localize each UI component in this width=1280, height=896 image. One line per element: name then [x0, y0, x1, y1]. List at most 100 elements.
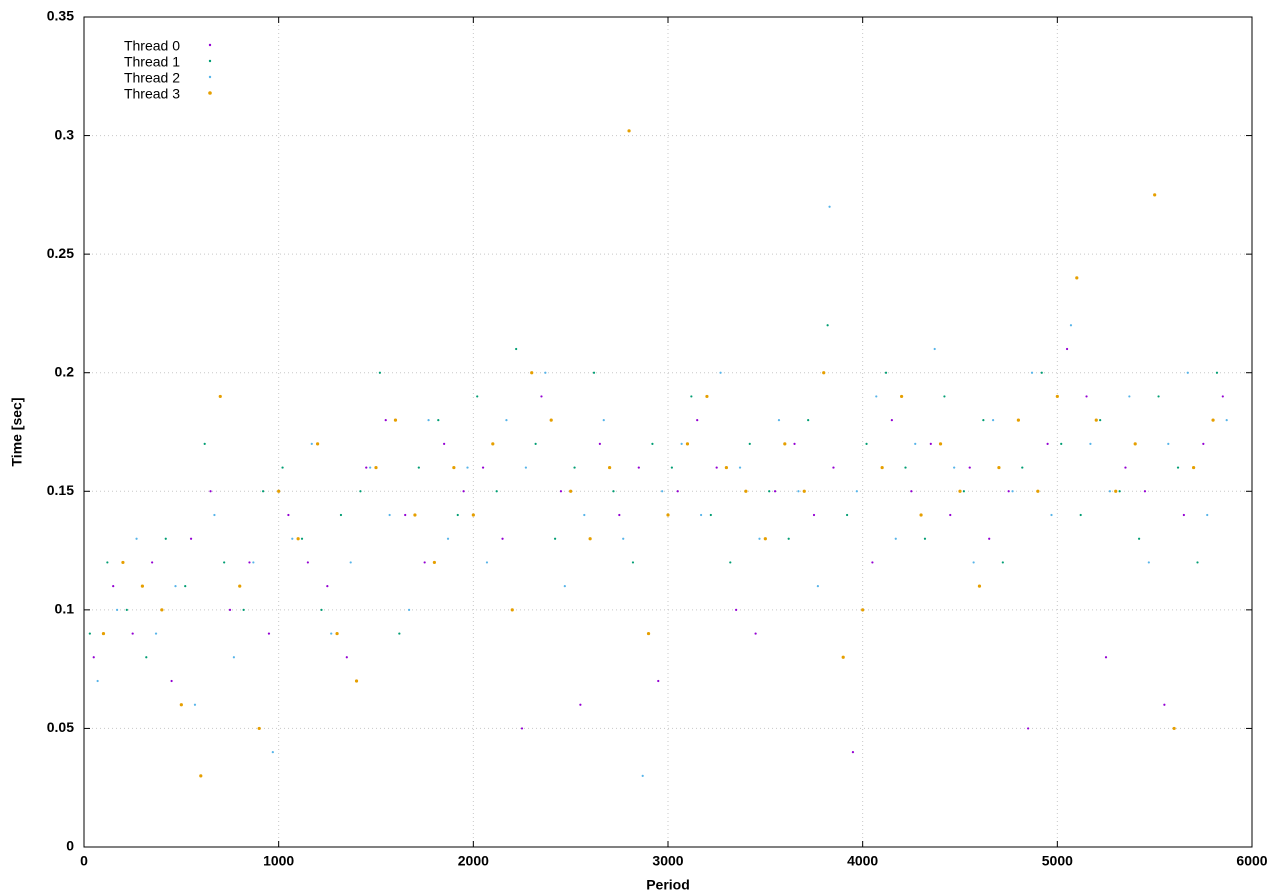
point: [715, 466, 718, 469]
point: [92, 656, 95, 659]
point: [330, 632, 333, 635]
point: [871, 561, 874, 564]
point: [841, 655, 845, 659]
point: [641, 774, 644, 777]
point: [365, 466, 368, 469]
point: [345, 656, 348, 659]
point: [929, 442, 932, 445]
point: [719, 371, 722, 374]
point: [1192, 465, 1196, 470]
point: [670, 466, 673, 469]
point: [1128, 395, 1131, 398]
point: [135, 537, 138, 540]
point: [1172, 726, 1176, 731]
point: [637, 466, 640, 469]
plot-frame: [83, 16, 1253, 848]
point: [680, 442, 683, 445]
point: [729, 561, 732, 564]
point: [398, 632, 401, 635]
point: [1186, 371, 1189, 374]
point: [277, 489, 281, 493]
x-tick-label: 6000: [1236, 853, 1267, 869]
point: [845, 513, 849, 517]
point: [1206, 513, 1209, 517]
point: [540, 395, 543, 398]
point: [709, 513, 712, 517]
legend-marker: [208, 75, 212, 79]
point: [1215, 371, 1219, 374]
point: [404, 513, 407, 517]
point: [977, 584, 982, 588]
point: [271, 751, 274, 754]
point: [826, 324, 829, 327]
point: [491, 442, 495, 446]
point: [690, 395, 693, 398]
point: [1001, 561, 1004, 564]
point: [855, 490, 858, 493]
point: [744, 489, 748, 493]
point: [112, 585, 115, 588]
point: [953, 466, 956, 469]
point: [1157, 395, 1160, 398]
point: [427, 419, 430, 422]
point: [223, 561, 226, 564]
point: [1137, 537, 1141, 540]
y-tick-label: 0.2: [55, 363, 75, 379]
point: [530, 371, 534, 375]
x-tick-label: 5000: [1042, 853, 1073, 869]
point: [466, 466, 469, 469]
point: [735, 608, 738, 611]
point: [1099, 419, 1102, 422]
point: [592, 371, 596, 374]
point: [242, 608, 245, 611]
point: [115, 608, 119, 611]
y-tick-label: 0: [66, 838, 74, 854]
point: [890, 419, 893, 422]
point: [1007, 490, 1010, 493]
point: [326, 585, 329, 588]
point: [481, 466, 485, 469]
point: [203, 442, 206, 445]
point: [783, 442, 787, 446]
point: [476, 395, 479, 398]
point: [462, 490, 465, 493]
point: [505, 419, 508, 422]
point: [832, 466, 835, 469]
point: [612, 490, 615, 493]
point: [914, 442, 917, 445]
legend-marker: [208, 43, 212, 47]
point: [238, 584, 242, 588]
point: [910, 490, 913, 493]
y-tick-label: 0.25: [47, 245, 74, 261]
point: [972, 561, 975, 564]
legend-label: Thread 3: [124, 86, 180, 102]
point: [1133, 442, 1137, 446]
point: [699, 513, 703, 517]
point: [300, 537, 304, 540]
legend-label: Thread 0: [124, 38, 180, 54]
legend-label: Thread 1: [124, 54, 180, 70]
point: [583, 513, 586, 517]
point: [646, 631, 651, 636]
point: [446, 537, 450, 540]
point: [1143, 490, 1147, 493]
point: [369, 466, 372, 469]
point: [437, 419, 440, 422]
point: [569, 489, 573, 493]
point: [627, 129, 631, 133]
point: [388, 513, 391, 517]
point: [1069, 324, 1073, 327]
point: [991, 419, 995, 422]
point: [797, 490, 800, 493]
point: [354, 679, 359, 683]
point: [1011, 490, 1014, 493]
point: [228, 608, 232, 611]
point: [748, 442, 751, 445]
point: [828, 205, 831, 208]
point: [106, 561, 109, 564]
point: [1089, 442, 1092, 445]
x-tick-label: 2000: [458, 853, 489, 869]
point: [1211, 418, 1215, 422]
x-tick-label: 4000: [847, 853, 878, 869]
